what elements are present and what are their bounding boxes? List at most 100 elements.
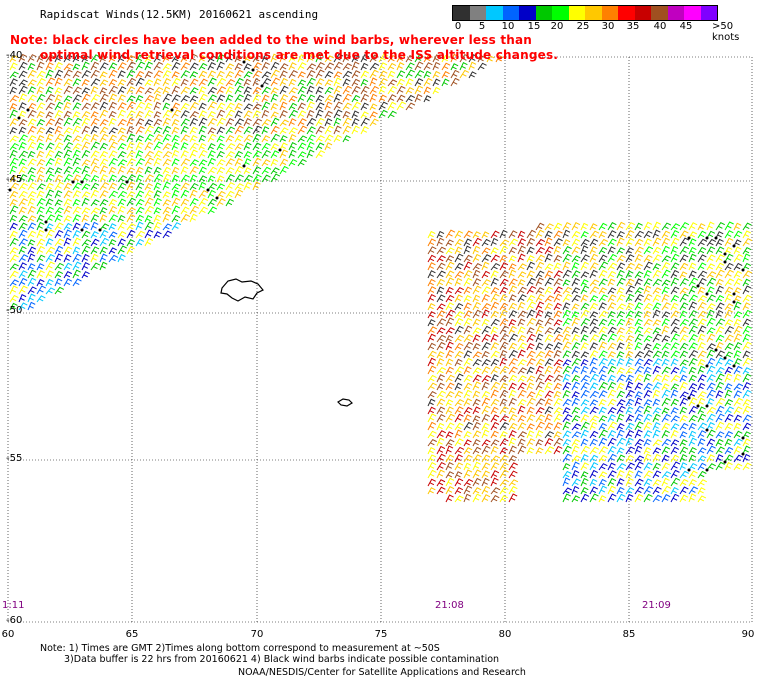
wind-barb [553, 222, 563, 231]
wind-barb [598, 238, 609, 247]
wind-barb [625, 342, 634, 351]
wind-barb [171, 158, 180, 167]
wind-barb [607, 421, 618, 431]
wind-barb [616, 382, 625, 391]
wind-barb [661, 325, 670, 335]
wind-barb [144, 119, 154, 127]
wind-barb [526, 438, 536, 447]
wind-barb [144, 70, 153, 79]
wind-barb [697, 238, 708, 247]
wind-barb [126, 229, 136, 239]
wind-barb [742, 253, 751, 263]
wind-barb [508, 255, 517, 263]
wind-barb [589, 326, 599, 335]
wind-barb [279, 158, 289, 167]
wind-barb [90, 262, 101, 271]
wind-barb [661, 374, 670, 383]
wind-barb [72, 253, 82, 263]
wind-barb [54, 69, 64, 79]
wind-barb [261, 118, 272, 127]
wind-barb [117, 253, 126, 263]
wind-barb [288, 141, 297, 151]
wind-barb [144, 54, 154, 63]
wind-barb [490, 439, 500, 447]
wind-barb [481, 405, 491, 415]
wind-barb [535, 287, 545, 295]
wind-barb [63, 134, 72, 143]
wind-barb [261, 109, 270, 119]
wind-barb [333, 117, 342, 127]
wind-barb [679, 278, 689, 287]
wind-barb [589, 493, 599, 503]
wind-barb [553, 382, 562, 391]
quality-flag-dot [44, 220, 48, 224]
wind-barb [553, 230, 563, 239]
wind-barb [724, 342, 734, 351]
wind-barb [216, 126, 226, 135]
wind-barb [571, 326, 580, 335]
wind-barb [553, 445, 563, 455]
wind-barb [459, 69, 470, 79]
wind-barb [225, 118, 235, 127]
wind-barb [18, 141, 27, 151]
wind-barb [436, 358, 445, 367]
wind-barb [733, 311, 743, 319]
wind-barb [724, 237, 734, 247]
wind-barb [54, 54, 63, 63]
quality-flag-dot [260, 84, 264, 88]
wind-barb [63, 270, 72, 279]
wind-barb [634, 326, 644, 335]
wind-barb [108, 93, 118, 103]
wind-barb [535, 270, 545, 279]
wind-barb [468, 61, 477, 71]
wind-barb [297, 118, 307, 127]
wind-barb [679, 359, 689, 367]
wind-barb [670, 302, 679, 311]
wind-barb [463, 334, 474, 343]
wind-barb [225, 70, 235, 79]
wind-barb [616, 447, 625, 455]
wind-barb [432, 86, 441, 95]
quality-flag-dot [741, 436, 745, 440]
wind-barb [670, 294, 680, 303]
wind-barb [616, 390, 626, 399]
wind-barb [625, 230, 635, 239]
wind-barb [36, 150, 45, 159]
wind-barb [9, 95, 20, 103]
wind-barb [652, 462, 661, 471]
wind-barb [234, 158, 243, 167]
wind-barb [715, 285, 724, 295]
wind-barb [544, 270, 553, 279]
wind-barb [526, 333, 536, 343]
wind-barb [454, 478, 464, 487]
wind-barb [589, 366, 598, 375]
scale-swatch [618, 6, 635, 20]
wind-barb [490, 310, 500, 319]
wind-barb [427, 391, 437, 399]
wind-barb [589, 454, 599, 463]
wind-barb [724, 406, 734, 415]
wind-barb [27, 269, 37, 279]
wind-barb [445, 229, 456, 239]
wind-barb [598, 454, 608, 463]
wind-barb [207, 94, 217, 103]
wind-barb [616, 374, 627, 383]
wind-barb [562, 302, 571, 311]
wind-barb [454, 311, 465, 319]
wind-barb [144, 110, 154, 119]
wind-barb [598, 485, 608, 495]
wind-barb [607, 238, 617, 247]
wind-barb [724, 230, 734, 239]
wind-barb [724, 454, 734, 463]
wind-barb [445, 391, 455, 399]
wind-barb [198, 110, 207, 119]
wind-barb [463, 389, 473, 399]
wind-barb [688, 422, 697, 431]
wind-barb [99, 165, 109, 175]
wind-barb [270, 53, 279, 63]
wind-barb [207, 143, 216, 151]
wind-barb [688, 357, 698, 367]
wind-barb [108, 69, 118, 79]
wind-barb [445, 302, 455, 311]
wind-barb [108, 54, 118, 63]
